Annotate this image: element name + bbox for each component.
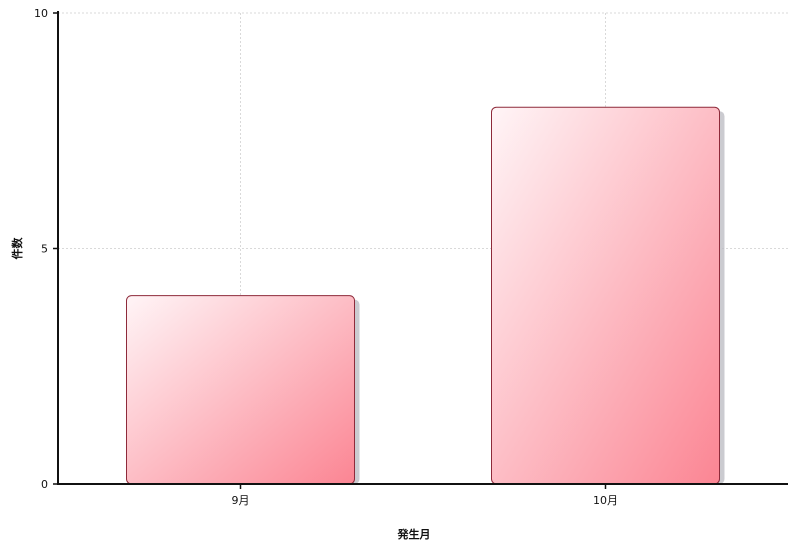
- bar: [491, 106, 720, 485]
- tick-labels: 0 5 10 9月 10月: [34, 7, 618, 507]
- y-tick-label: 0: [41, 478, 48, 491]
- x-tick-label: 10月: [593, 494, 618, 507]
- y-tick-label: 10: [34, 7, 48, 20]
- bars: [126, 106, 725, 485]
- bar: [126, 295, 355, 485]
- y-tick-label: 5: [41, 243, 48, 256]
- y-axis-title: 件数: [10, 237, 24, 260]
- x-tick-label: 9月: [232, 494, 250, 507]
- x-axis-title: 発生月: [397, 527, 431, 541]
